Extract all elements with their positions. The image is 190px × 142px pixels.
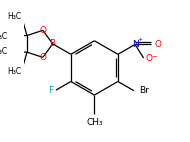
- Text: CH₃: CH₃: [86, 118, 103, 127]
- Text: N: N: [132, 40, 138, 49]
- Text: O: O: [145, 54, 152, 62]
- Text: −: −: [151, 54, 157, 60]
- Text: H₃C: H₃C: [7, 12, 21, 21]
- Text: H₃C: H₃C: [0, 47, 7, 56]
- Text: H₃C: H₃C: [7, 67, 21, 76]
- Text: +: +: [137, 37, 142, 42]
- Text: O: O: [39, 26, 46, 35]
- Text: O: O: [154, 40, 161, 49]
- Text: O: O: [39, 53, 46, 62]
- Text: Br: Br: [139, 86, 149, 95]
- Text: F: F: [48, 86, 53, 95]
- Text: H₃C: H₃C: [0, 32, 7, 41]
- Text: B: B: [50, 39, 56, 48]
